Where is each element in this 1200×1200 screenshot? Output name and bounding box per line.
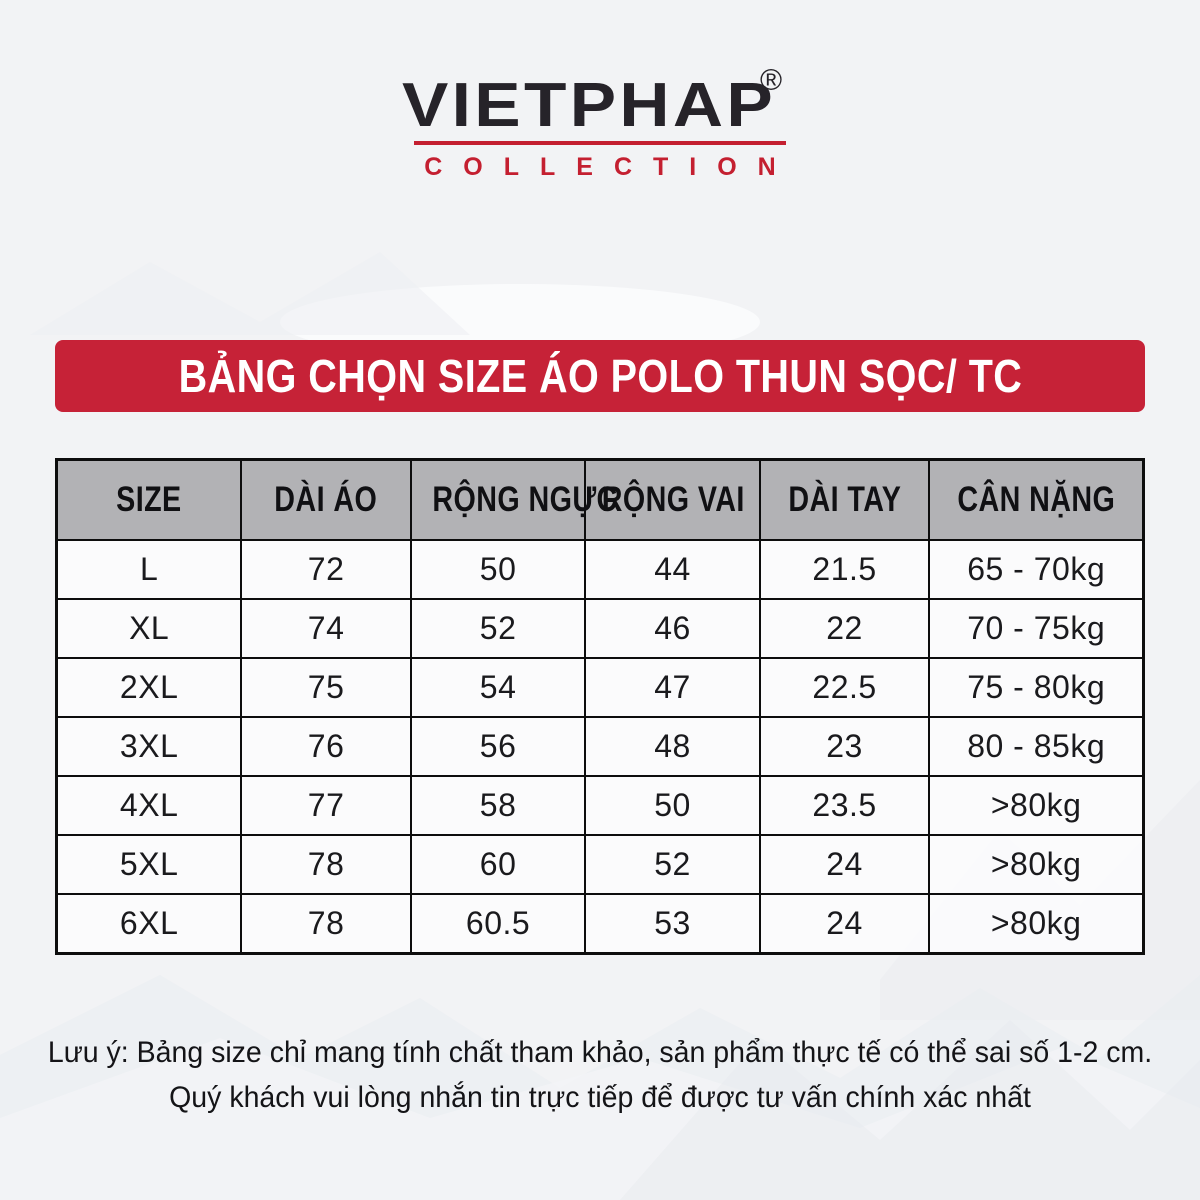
table-cell: 23 bbox=[758, 716, 931, 777]
table-cell: 72 bbox=[240, 539, 412, 600]
table-row: 6XL 78 60.5 53 24 >80kg bbox=[55, 893, 1145, 955]
table-cell: 76 bbox=[240, 716, 412, 777]
table-cell: 3XL bbox=[55, 716, 243, 777]
table-cell: 80 - 85kg bbox=[928, 716, 1145, 777]
brand-logo: VIETPHAP® COLLECTION bbox=[0, 64, 1200, 182]
header-cell-dai-tay: DÀI TAY bbox=[758, 458, 931, 541]
table-cell: 75 - 80kg bbox=[928, 657, 1145, 718]
table-cell: 24 bbox=[758, 834, 931, 895]
table-row: L 72 50 44 21.5 65 - 70kg bbox=[55, 539, 1145, 600]
table-cell: 50 bbox=[409, 539, 587, 600]
table-cell: XL bbox=[55, 598, 243, 659]
table-cell: 5XL bbox=[55, 834, 243, 895]
size-table-container: SIZE DÀI ÁO RỘNG NGỰC RỘNG VAI DÀI TAY C… bbox=[55, 458, 1145, 955]
table-cell: 60.5 bbox=[409, 893, 587, 955]
table-cell: 46 bbox=[584, 598, 761, 659]
header-cell-rong-nguc: RỘNG NGỰC bbox=[409, 458, 617, 541]
table-cell: 4XL bbox=[55, 775, 243, 836]
table-cell: >80kg bbox=[928, 834, 1145, 895]
disclaimer-note: Lưu ý: Bảng size chỉ mang tính chất tham… bbox=[0, 1030, 1200, 1120]
table-cell: 77 bbox=[240, 775, 412, 836]
table-row: 4XL 77 58 50 23.5 >80kg bbox=[55, 775, 1145, 836]
table-cell: 60 bbox=[409, 834, 587, 895]
table-cell: 58 bbox=[409, 775, 587, 836]
table-cell: 22.5 bbox=[758, 657, 931, 718]
note-line-1: Lưu ý: Bảng size chỉ mang tính chất tham… bbox=[47, 1036, 1153, 1069]
table-row: 2XL 75 54 47 22.5 75 - 80kg bbox=[55, 657, 1145, 718]
table-row: 3XL 76 56 48 23 80 - 85kg bbox=[55, 716, 1145, 777]
table-cell: 78 bbox=[240, 834, 412, 895]
logo-underline bbox=[414, 141, 786, 145]
size-table: SIZE DÀI ÁO RỘNG NGỰC RỘNG VAI DÀI TAY C… bbox=[55, 458, 1145, 955]
table-cell: >80kg bbox=[928, 893, 1145, 955]
table-cell: 52 bbox=[584, 834, 761, 895]
table-cell: 54 bbox=[409, 657, 587, 718]
table-cell: 65 - 70kg bbox=[928, 539, 1145, 600]
table-cell: 75 bbox=[240, 657, 412, 718]
header-cell-rong-vai: RỘNG VAI bbox=[584, 458, 761, 541]
table-cell: 52 bbox=[409, 598, 587, 659]
table-row: XL 74 52 46 22 70 - 75kg bbox=[55, 598, 1145, 659]
table-cell: 74 bbox=[240, 598, 412, 659]
table-cell: 53 bbox=[584, 893, 761, 955]
header-cell-size: SIZE bbox=[55, 458, 243, 541]
size-chart-title: BẢNG CHỌN SIZE ÁO POLO THUN SỌC/ TC bbox=[178, 350, 1022, 402]
header-cell-can-nang: CÂN NẶNG bbox=[928, 458, 1145, 541]
table-cell: 44 bbox=[584, 539, 761, 600]
table-cell: 48 bbox=[584, 716, 761, 777]
registered-mark-icon: ® bbox=[759, 64, 783, 97]
table-cell: 21.5 bbox=[758, 539, 931, 600]
table-cell: 47 bbox=[584, 657, 761, 718]
header-cell-dai-ao: DÀI ÁO bbox=[240, 458, 412, 541]
table-cell: 50 bbox=[584, 775, 761, 836]
table-cell: 6XL bbox=[55, 893, 243, 955]
table-cell: 23.5 bbox=[758, 775, 931, 836]
table-cell: 24 bbox=[758, 893, 931, 955]
table-cell: 2XL bbox=[55, 657, 243, 718]
table-cell: 56 bbox=[409, 716, 587, 777]
table-row: 5XL 78 60 52 24 >80kg bbox=[55, 834, 1145, 895]
brand-name: VIETPHAP bbox=[401, 71, 777, 140]
size-chart-banner: BẢNG CHỌN SIZE ÁO POLO THUN SỌC/ TC bbox=[55, 340, 1145, 412]
table-cell: >80kg bbox=[928, 775, 1145, 836]
table-cell: 70 - 75kg bbox=[928, 598, 1145, 659]
table-cell: 22 bbox=[758, 598, 931, 659]
table-header-row: SIZE DÀI ÁO RỘNG NGỰC RỘNG VAI DÀI TAY C… bbox=[55, 458, 1145, 541]
table-cell: L bbox=[55, 539, 243, 600]
note-line-2: Quý khách vui lòng nhắn tin trực tiếp để… bbox=[169, 1081, 1031, 1114]
logo-subtitle: COLLECTION bbox=[424, 153, 797, 181]
table-cell: 78 bbox=[240, 893, 412, 955]
